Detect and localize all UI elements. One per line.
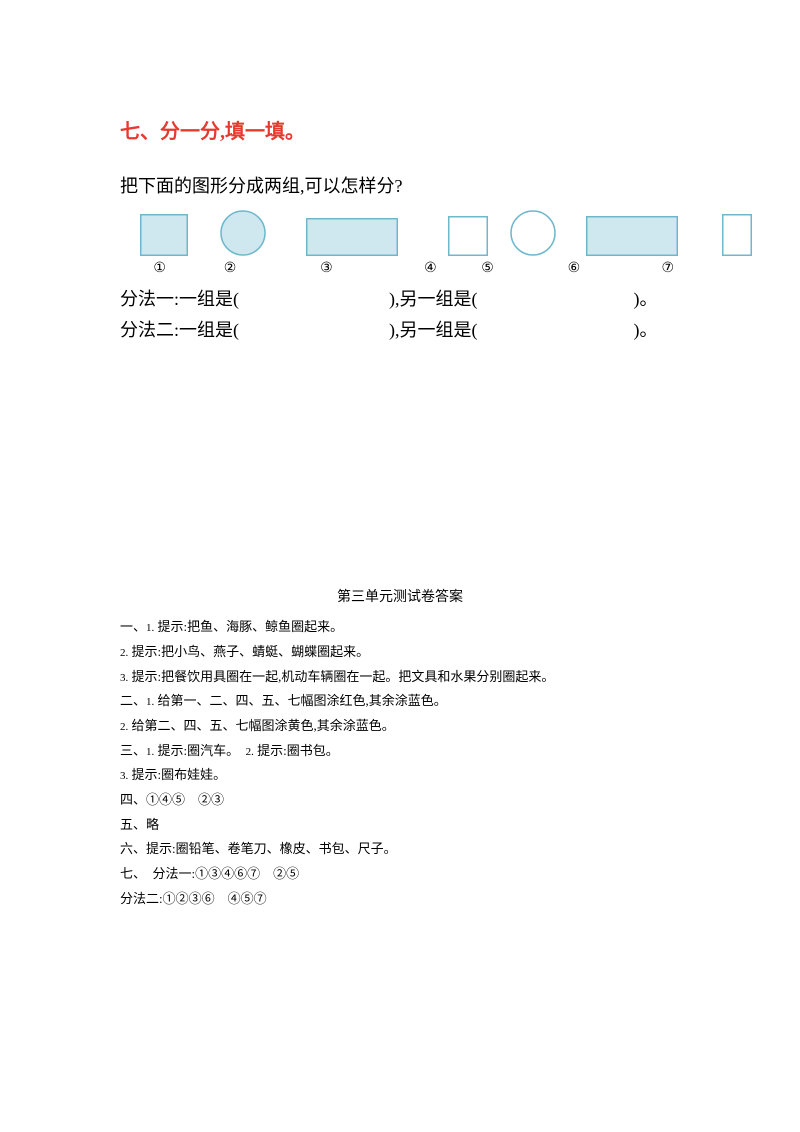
shape-1: [140, 214, 188, 256]
shape-2: [220, 210, 266, 256]
section-title-text: 七、分一分,填一填。: [120, 121, 305, 143]
answer-line-4: 二、1. 给第一、二、四、五、七幅图涂红色,其余涂蓝色。: [120, 689, 680, 714]
answer-line-12: 分法二:①②③⑥ ④⑤⑦: [120, 887, 680, 912]
shape-label-1: ①: [140, 260, 179, 277]
answer-line-9: 五、略: [120, 813, 680, 838]
answer-line-2: 2. 提示:把小鸟、燕子、蜻蜓、蝴蝶圈起来。: [120, 640, 680, 665]
shape-label-5: ⑤: [469, 260, 507, 277]
answer-line-11: 七、 分法一:①③④⑥⑦ ②⑤: [120, 862, 680, 887]
answer-title: 第三单元测试卷答案: [120, 585, 680, 612]
answer-line-7: 3. 提示:圈布娃娃。: [120, 763, 680, 788]
answer-line-3: 3. 提示:把餐饮用具圈在一起,机动车辆圈在一起。把文具和水果分别圈起来。: [120, 665, 680, 690]
shapes-row: [140, 210, 680, 256]
answer-section: 第三单元测试卷答案 一、1. 提示:把鱼、海豚、鲸鱼圈起来。2. 提示:把小鸟、…: [120, 585, 680, 912]
shape-4: [448, 216, 488, 256]
shape-5: [510, 210, 556, 256]
shape-3: [306, 218, 398, 256]
fill-line-1: 分法一:一组是(),另一组是()。: [120, 285, 680, 314]
answer-line-5: 2. 给第二、四、五、七幅图涂黄色,其余涂蓝色。: [120, 714, 680, 739]
shape-label-7: ⑦: [655, 260, 680, 277]
labels-row: ① ② ③ ④ ⑤ ⑥ ⑦: [140, 260, 680, 277]
question-text: 把下面的图形分成两组,可以怎样分?: [120, 172, 680, 198]
shape-label-2: ②: [211, 260, 249, 277]
shape-7: [722, 214, 752, 256]
shape-label-6: ⑥: [536, 260, 611, 277]
answer-line-1: 一、1. 提示:把鱼、海豚、鲸鱼圈起来。: [120, 615, 680, 640]
shape-label-4: ④: [414, 260, 447, 277]
shape-label-3: ③: [289, 260, 364, 277]
fill-line-2: 分法二:一组是(),另一组是()。: [120, 316, 680, 345]
answer-line-6: 三、1. 提示:圈汽车。 2. 提示:圈书包。: [120, 739, 680, 764]
answer-line-10: 六、提示:圈铅笔、卷笔刀、橡皮、书包、尺子。: [120, 837, 680, 862]
answer-line-8: 四、①④⑤ ②③: [120, 788, 680, 813]
section-title: 七、分一分,填一填。: [120, 115, 680, 144]
shape-6: [586, 216, 678, 256]
